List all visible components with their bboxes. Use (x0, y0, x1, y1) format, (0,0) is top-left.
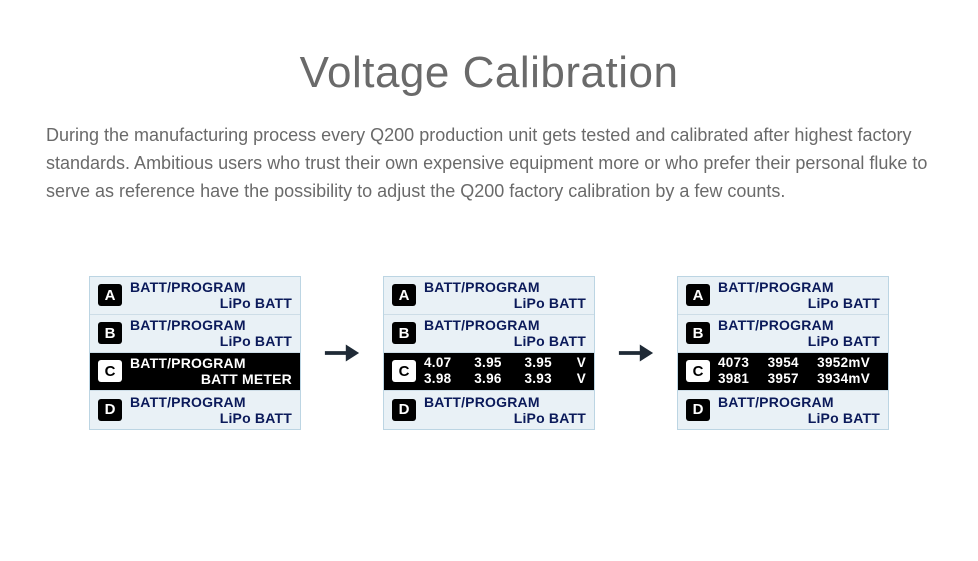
lcd-screen: ABATT/PROGRAMLiPo BATTBBATT/PROGRAMLiPo … (677, 276, 889, 430)
channel-badge-cell: B (384, 315, 424, 352)
meter-value: 3957 (768, 371, 810, 387)
meter-value: 4.07 (424, 355, 466, 371)
screen-row: A BATT/PROGRAMLiPo BATT (384, 277, 594, 315)
screen-row: C BATT/PROGRAMBATT METER (90, 353, 300, 391)
channel-badge: A (686, 284, 710, 306)
row-line2: LiPo BATT (424, 410, 586, 426)
meter-unit: V (575, 355, 586, 371)
row-content: 4073 3954 3952mV 3981 3957 3934mV (718, 353, 888, 390)
row-line1: BATT/PROGRAM (130, 355, 292, 371)
screens-row: ABATT/PROGRAMLiPo BATTBBATT/PROGRAMLiPo … (0, 276, 978, 430)
channel-badge: A (98, 284, 122, 306)
meter-value: 3.95 (474, 355, 516, 371)
row-line2: LiPo BATT (718, 295, 880, 311)
row-line1: BATT/PROGRAM (718, 317, 880, 333)
description-text: During the manufacturing process every Q… (46, 122, 932, 206)
row-line1: BATT/PROGRAM (130, 317, 292, 333)
row-line1: BATT/PROGRAM (424, 317, 586, 333)
channel-badge-cell: A (384, 277, 424, 314)
channel-badge-cell: D (678, 391, 718, 429)
row-content: BATT/PROGRAMLiPo BATT (424, 391, 594, 429)
row-line2: LiPo BATT (130, 410, 292, 426)
row-content: BATT/PROGRAMLiPo BATT (424, 315, 594, 352)
screen-row: B BATT/PROGRAMLiPo BATT (678, 315, 888, 353)
channel-badge: C (392, 360, 416, 382)
meter-unit: V (575, 371, 586, 387)
row-content: BATT/PROGRAMLiPo BATT (718, 315, 888, 352)
page-title: Voltage Calibration (0, 48, 978, 98)
meter-value: 3981 (718, 371, 760, 387)
screen-row: A BATT/PROGRAMLiPo BATT (90, 277, 300, 315)
meter-value: 3.93 (524, 371, 566, 387)
channel-badge-cell: D (90, 391, 130, 429)
row-line1: BATT/PROGRAM (130, 394, 292, 410)
channel-badge-cell: C (384, 353, 424, 390)
row-line2: LiPo BATT (424, 333, 586, 349)
arrow-icon (323, 334, 361, 372)
row-line1: BATT/PROGRAM (424, 279, 586, 295)
lcd-screen: ABATT/PROGRAMLiPo BATTBBATT/PROGRAMLiPo … (383, 276, 595, 430)
row-content: BATT/PROGRAMBATT METER (130, 353, 300, 390)
row-content: BATT/PROGRAMLiPo BATT (130, 391, 300, 429)
channel-badge-cell: B (678, 315, 718, 352)
row-line2: LiPo BATT (718, 333, 880, 349)
screen-row: D BATT/PROGRAMLiPo BATT (678, 391, 888, 429)
row-line1: BATT/PROGRAM (424, 394, 586, 410)
row-line2: LiPo BATT (130, 295, 292, 311)
row-line2: LiPo BATT (424, 295, 586, 311)
row-content: BATT/PROGRAMLiPo BATT (718, 391, 888, 429)
channel-badge-cell: C (90, 353, 130, 390)
channel-badge: C (98, 360, 122, 382)
meter-value: 3952mV (817, 355, 870, 371)
channel-badge-cell: C (678, 353, 718, 390)
channel-badge-cell: A (678, 277, 718, 314)
meter-unit (878, 355, 880, 371)
arrow-icon (617, 334, 655, 372)
meter-unit (878, 371, 880, 387)
channel-badge: D (392, 399, 416, 421)
meter-value: 3.95 (524, 355, 566, 371)
screen-row: A BATT/PROGRAMLiPo BATT (678, 277, 888, 315)
row-content: BATT/PROGRAMLiPo BATT (130, 315, 300, 352)
row-line2: LiPo BATT (130, 333, 292, 349)
channel-badge: D (686, 399, 710, 421)
screen-row: D BATT/PROGRAMLiPo BATT (384, 391, 594, 429)
screen-row: C 4073 3954 3952mV 3981 3957 3934mV (678, 353, 888, 391)
meter-value: 3.98 (424, 371, 466, 387)
row-content: BATT/PROGRAMLiPo BATT (424, 277, 594, 314)
row-line1: BATT/PROGRAM (130, 279, 292, 295)
channel-badge-cell: B (90, 315, 130, 352)
screen-row: D BATT/PROGRAMLiPo BATT (90, 391, 300, 429)
row-content: BATT/PROGRAMLiPo BATT (130, 277, 300, 314)
channel-badge: C (686, 360, 710, 382)
meter-grid: 4.07 3.95 3.95 V 3.98 3.96 3.93 V (424, 355, 586, 387)
channel-badge: B (686, 322, 710, 344)
meter-value: 3.96 (474, 371, 516, 387)
meter-value: 3934mV (817, 371, 870, 387)
row-line2: LiPo BATT (718, 410, 880, 426)
row-content: 4.07 3.95 3.95 V 3.98 3.96 3.93 V (424, 353, 594, 390)
channel-badge: A (392, 284, 416, 306)
channel-badge: D (98, 399, 122, 421)
meter-grid: 4073 3954 3952mV 3981 3957 3934mV (718, 355, 880, 387)
meter-value: 4073 (718, 355, 760, 371)
row-line2: BATT METER (130, 371, 292, 387)
channel-badge: B (392, 322, 416, 344)
row-content: BATT/PROGRAMLiPo BATT (718, 277, 888, 314)
channel-badge-cell: D (384, 391, 424, 429)
screen-row: C 4.07 3.95 3.95 V 3.98 3.96 3.93 V (384, 353, 594, 391)
screen-row: B BATT/PROGRAMLiPo BATT (384, 315, 594, 353)
row-line1: BATT/PROGRAM (718, 279, 880, 295)
row-line1: BATT/PROGRAM (718, 394, 880, 410)
meter-value: 3954 (768, 355, 810, 371)
lcd-screen: ABATT/PROGRAMLiPo BATTBBATT/PROGRAMLiPo … (89, 276, 301, 430)
channel-badge: B (98, 322, 122, 344)
screen-row: B BATT/PROGRAMLiPo BATT (90, 315, 300, 353)
channel-badge-cell: A (90, 277, 130, 314)
